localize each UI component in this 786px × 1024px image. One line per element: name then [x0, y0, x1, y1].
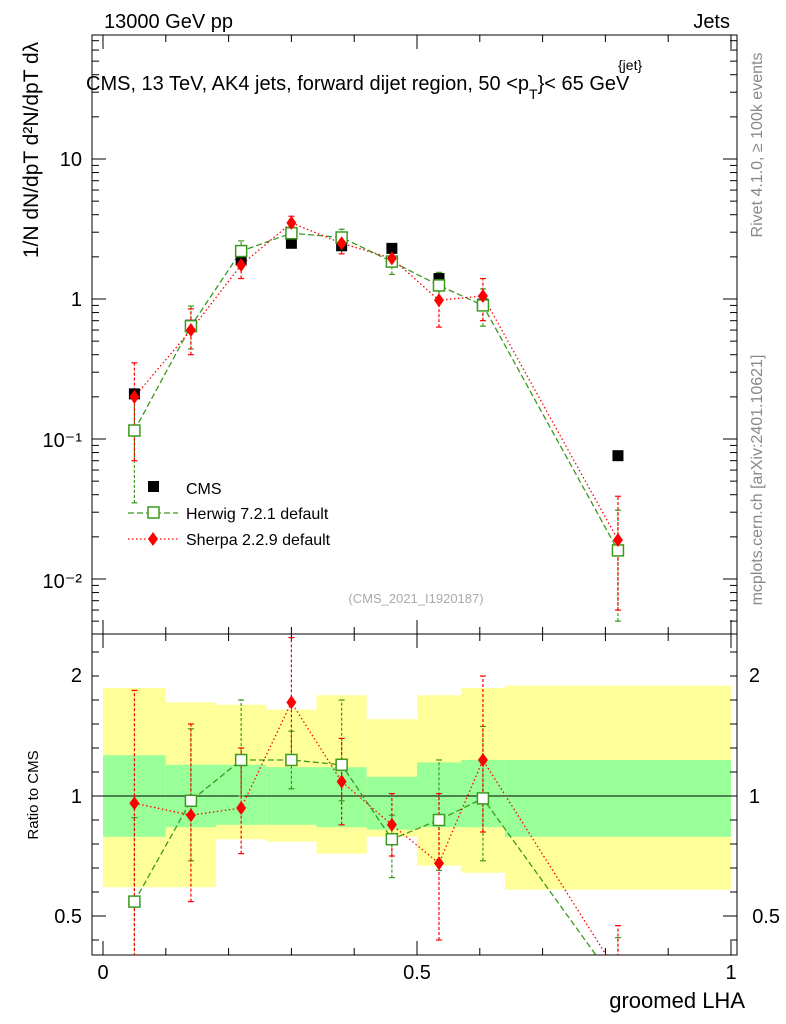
y-tick-labels-main: 10⁻² 10⁻¹ 1 10 — [43, 149, 83, 593]
data-point-cms-6 — [433, 273, 445, 285]
analysis-id: (CMS_2021_I1920187) — [348, 591, 483, 606]
plot-title-main: CMS, 13 TeV, AK4 jets, forward dijet reg… — [86, 73, 630, 102]
plot-title-sub: T — [529, 86, 538, 102]
ratio-point-sherpa-0 — [129, 796, 140, 811]
ratio-point-herwig-6 — [432, 813, 446, 827]
ratio-tick-label-2: 2 — [71, 665, 82, 687]
legend: CMS Herwig 7.2.1 default Sherpa 2.2.9 de… — [128, 481, 331, 549]
data-point-sherpa-2 — [236, 257, 247, 272]
header-category: Jets — [693, 11, 730, 33]
ratio-uncertainty-bands — [92, 685, 737, 890]
x-axis-label: groomed LHA — [609, 988, 745, 1013]
ratio-point-herwig-0 — [128, 895, 141, 908]
data-point-cms-5 — [386, 242, 398, 254]
ratio-tick-label-2-right: 2 — [749, 665, 760, 687]
data-point-sherpa-0 — [129, 389, 140, 404]
x-tick-labels: 0 0.5 1 — [97, 962, 736, 984]
data-point-sherpa-3 — [286, 215, 297, 230]
y-tick-label-10: 10 — [60, 149, 82, 171]
plot-title: CMS, 13 TeV, AK4 jets, forward dijet reg… — [86, 57, 642, 102]
header-process: 13000 GeV pp — [104, 11, 233, 33]
ratio-point-herwig-5 — [385, 832, 399, 846]
y-axis-label-main-text: 1/N dN/dpT d²N/dpT dλ — [20, 41, 43, 258]
data-point-sherpa-7 — [477, 289, 488, 304]
data-point-cms-8 — [612, 450, 624, 462]
mcplots-label: mcplots.cern.ch [arXiv:2401.10621] — [749, 355, 766, 606]
ratio-point-sherpa-1 — [185, 808, 196, 823]
x-tick-label-0.5: 0.5 — [403, 962, 431, 984]
plot-title-end: }< 65 GeV — [538, 73, 630, 95]
y-tick-labels-ratio: 0.5 1 2 0.5 1 2 — [54, 665, 780, 928]
y-tick-label-1e-2: 10⁻² — [43, 571, 83, 593]
ratio-point-sherpa-2 — [236, 801, 247, 815]
ratio-point-sherpa-4 — [336, 774, 347, 789]
y-tick-label-1: 1 — [71, 289, 82, 311]
legend-label-sherpa: Sherpa 2.2.9 default — [186, 532, 331, 549]
ratio-point-sherpa-6 — [433, 856, 444, 871]
data-point-herwig-6 — [432, 279, 446, 292]
data-point-herwig-2 — [234, 244, 248, 258]
plot-title-sup: {jet} — [618, 57, 642, 73]
y-axis-label-main: 1/N dN/dpT d²N/dpT dλ — [20, 41, 43, 258]
ratio-band-inner-8 — [504, 760, 731, 837]
ratio-line-sherpa — [134, 701, 607, 955]
ratio-tick-label-1: 1 — [71, 786, 82, 808]
data-point-sherpa-8 — [612, 532, 623, 547]
ratio-tick-label-0.5: 0.5 — [54, 906, 82, 928]
y-axis-label-ratio: Ratio to CMS — [25, 750, 42, 839]
ratio-tick-label-0.5-right: 0.5 — [752, 906, 780, 928]
data-point-herwig-0 — [128, 424, 141, 437]
data-point-sherpa-4 — [336, 236, 347, 251]
ratio-point-herwig-3 — [285, 753, 298, 767]
x-tick-label-1: 1 — [725, 962, 736, 984]
ratio-point-herwig-1 — [184, 794, 198, 808]
ratio-point-sherpa-3 — [286, 695, 297, 710]
rivet-version-label: Rivet 4.1.0, ≥ 100k events — [749, 53, 766, 238]
legend-label-cms: CMS — [186, 481, 222, 498]
legend-marker-cms — [148, 481, 159, 492]
ratio-plot-data — [128, 636, 621, 955]
ratio-point-herwig-4 — [335, 758, 348, 772]
ratio-point-sherpa-5 — [386, 817, 397, 832]
ratio-tick-label-1-right: 1 — [749, 786, 760, 808]
data-point-cms-3 — [285, 237, 297, 249]
legend-marker-herwig — [147, 506, 160, 519]
data-point-sherpa-1 — [185, 323, 196, 338]
main-plot-data — [128, 215, 625, 622]
axis-ticks — [92, 35, 737, 955]
ratio-point-sherpa-7 — [477, 753, 488, 767]
legend-marker-sherpa — [148, 532, 158, 546]
y-tick-label-1e-1: 10⁻¹ — [43, 430, 83, 452]
series-line-herwig — [133, 232, 619, 551]
x-tick-label-0: 0 — [97, 962, 108, 984]
data-point-sherpa-6 — [433, 293, 444, 308]
legend-label-herwig: Herwig 7.2.1 default — [186, 506, 329, 523]
data-point-sherpa-5 — [386, 251, 397, 266]
ratio-point-herwig-7 — [476, 792, 490, 805]
ratio-point-herwig-2 — [234, 753, 248, 767]
ratio-plot-frame — [91, 633, 738, 956]
